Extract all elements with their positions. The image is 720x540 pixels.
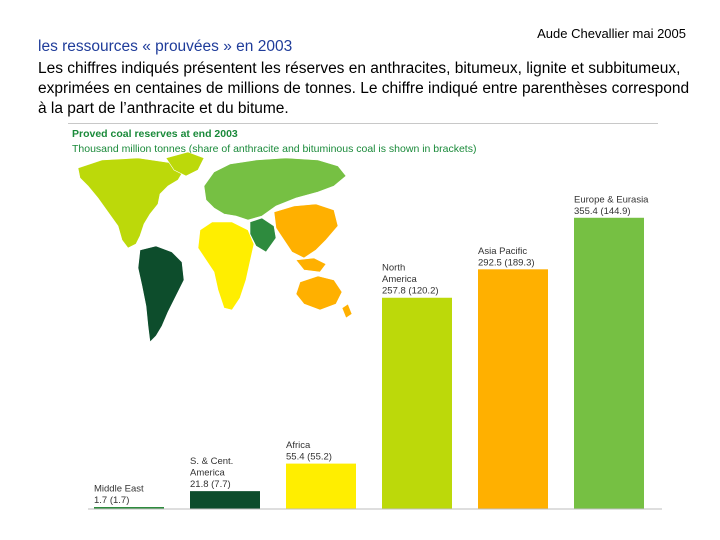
bar-label-3-line-2: 55.4 (55.2) <box>286 452 332 463</box>
bar-4 <box>382 297 452 509</box>
map-australia <box>295 275 343 311</box>
bar-label-4-line-2: America <box>382 274 418 285</box>
bar-label-4-line-3: 257.8 (120.2) <box>382 286 439 297</box>
bar-label-3-line-1: Africa <box>286 440 311 451</box>
bar-label-1-line-1: Middle East <box>94 484 144 495</box>
bar-label-4-line-1: North <box>382 263 405 274</box>
bar-label-5-line-2: 292.5 (189.3) <box>478 257 535 268</box>
chart-title: Proved coal reserves at end 2003 <box>72 128 238 140</box>
map-europe-eurasia <box>203 157 347 221</box>
map-north-america <box>77 157 185 249</box>
bar-5 <box>478 269 548 509</box>
slide-description: Les chiffres indiqués présentent les rés… <box>38 60 690 117</box>
map-africa <box>197 221 255 311</box>
bar-label-2-line-2: America <box>190 468 226 479</box>
bar-label-5-line-1: Asia Pacific <box>478 246 527 257</box>
bar-1 <box>94 507 164 509</box>
bar-label-2-line-1: S. & Cent. <box>190 456 233 467</box>
slide-subtitle: les ressources « prouvées » en 2003 <box>38 38 293 55</box>
map-new-zealand <box>341 303 353 319</box>
chart-subtitle: Thousand million tonnes (share of anthra… <box>72 143 477 155</box>
map-south-america <box>137 245 185 343</box>
author-credit: Aude Chevallier mai 2005 <box>537 26 686 41</box>
divider <box>68 123 658 124</box>
world-map <box>77 151 353 343</box>
bar-3 <box>286 463 356 509</box>
bar-6 <box>574 217 644 509</box>
bar-label-1-line-2: 1.7 (1.7) <box>94 495 129 506</box>
map-middle-east <box>249 217 277 253</box>
bar-label-6-line-1: Europe & Eurasia <box>574 194 649 205</box>
map-greenland <box>165 151 205 177</box>
map-south-east-asia <box>295 257 327 273</box>
bar-label-2-line-3: 21.8 (7.7) <box>190 479 231 490</box>
bar-label-6-line-2: 355.4 (144.9) <box>574 206 631 217</box>
map-asia-pacific <box>273 203 339 259</box>
bar-2 <box>190 491 260 509</box>
